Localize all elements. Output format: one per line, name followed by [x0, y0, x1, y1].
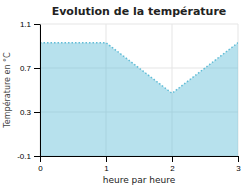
- tick-mark: [34, 68, 40, 69]
- tick: -0.1: [17, 152, 40, 161]
- grid: [40, 24, 238, 156]
- tick-mark: [172, 156, 173, 162]
- y-axis-title: Température en °C: [2, 52, 12, 129]
- tick: 2: [170, 156, 175, 173]
- tick-mark: [238, 156, 239, 162]
- area: [40, 43, 238, 156]
- x-axis-title: heure par heure: [103, 175, 176, 185]
- tick-label: 1: [104, 164, 109, 173]
- chart-svg: 0 1 2 3 -0.1 0.3 0.7 1.1 Evolution de la tempéra…: [0, 0, 250, 188]
- tick-mark: [34, 112, 40, 113]
- marks: [40, 43, 238, 156]
- tick: 0: [38, 156, 43, 173]
- tick: 3: [236, 156, 241, 173]
- tick-mark: [40, 156, 41, 162]
- chart-container: 0 1 2 3 -0.1 0.3 0.7 1.1 Evolution de la tempéra…: [0, 0, 250, 188]
- tick-mark: [34, 24, 40, 25]
- x-axis: 0 1 2 3: [38, 156, 241, 173]
- tick-label: -0.1: [17, 152, 31, 161]
- tick-label: 0.7: [20, 64, 32, 73]
- tick-label: 1.1: [20, 20, 32, 29]
- tick: 1: [104, 156, 109, 173]
- plot-area: 0 1 2 3 -0.1 0.3 0.7 1.1: [17, 20, 241, 173]
- grid-line-x: [40, 24, 41, 156]
- line: [40, 43, 238, 94]
- tick-mark: [34, 156, 40, 157]
- tick: 0.3: [20, 108, 40, 117]
- y-axis: -0.1 0.3 0.7 1.1: [17, 20, 40, 161]
- tick: 0.7: [20, 64, 40, 73]
- grid-line-y: [40, 24, 238, 25]
- tick-label: 3: [236, 164, 241, 173]
- tick: 1.1: [20, 20, 40, 29]
- axis-line: [40, 25, 41, 157]
- axis-line: [41, 156, 239, 157]
- tick-mark: [106, 156, 107, 162]
- tick-label: 2: [170, 164, 175, 173]
- title: Evolution de la température: [52, 5, 227, 18]
- tick-label: 0: [38, 164, 43, 173]
- tick-label: 0.3: [20, 108, 32, 117]
